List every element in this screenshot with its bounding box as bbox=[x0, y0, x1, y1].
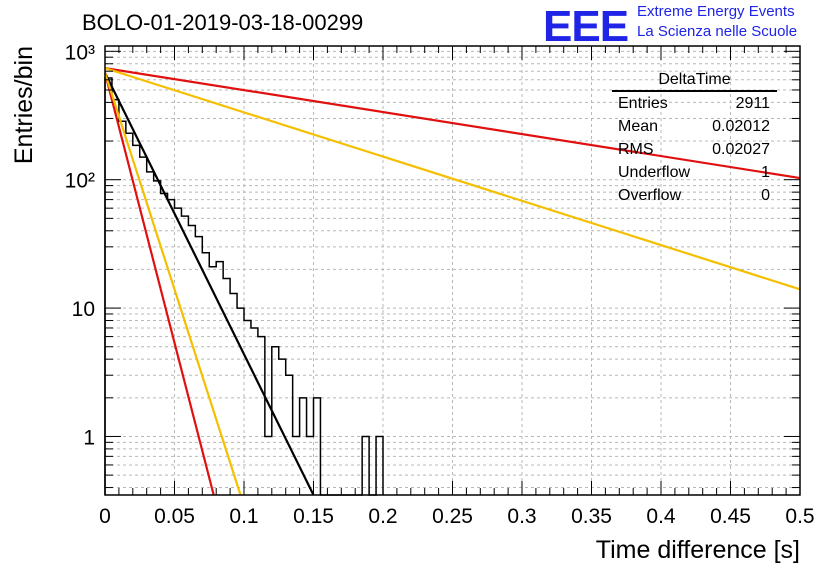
histogram-title: BOLO-01-2019-03-18-00299 bbox=[82, 10, 364, 35]
stats-row-entries: Entries 2911 bbox=[618, 92, 780, 115]
fit-curve bbox=[103, 72, 215, 496]
x-tick-label: 0.25 bbox=[432, 505, 473, 528]
x-tick-label: 0.1 bbox=[229, 505, 258, 528]
stats-value: 0.02027 bbox=[712, 141, 770, 158]
logo-line-2: La Scienza nelle Scuole bbox=[637, 23, 798, 40]
fit-curve bbox=[104, 72, 315, 496]
eee-logo: EEE bbox=[543, 2, 629, 51]
x-tick-label: 0.2 bbox=[368, 505, 397, 528]
stats-label: Underflow bbox=[618, 164, 691, 181]
stats-label: Overflow bbox=[618, 187, 682, 204]
stats-label: RMS bbox=[618, 141, 654, 158]
stats-value: 0 bbox=[761, 187, 770, 204]
stats-value: 0.02012 bbox=[712, 118, 770, 135]
stats-box: DeltaTime Entries 2911 Mean 0.02012 RMS … bbox=[610, 70, 780, 207]
stats-value: 1 bbox=[761, 164, 770, 181]
x-axis-label: Time difference [s] bbox=[596, 536, 800, 564]
x-tick-label: 0.5 bbox=[785, 505, 814, 528]
y-tick-label: 10³ bbox=[65, 41, 95, 64]
stats-label: Entries bbox=[618, 95, 668, 112]
logo-line-1: Extreme Energy Events bbox=[637, 3, 795, 20]
stats-row-overflow: Overflow 0 bbox=[618, 184, 780, 207]
y-tick-label: 10² bbox=[65, 170, 95, 193]
stats-row-mean: Mean 0.02012 bbox=[618, 115, 780, 138]
stats-row-rms: RMS 0.02027 bbox=[618, 138, 780, 161]
fit-curve bbox=[103, 72, 242, 496]
x-tick-label: 0.05 bbox=[154, 505, 195, 528]
x-tick-label: 0.35 bbox=[571, 505, 612, 528]
y-tick-label: 10 bbox=[72, 298, 95, 321]
stats-value: 2911 bbox=[735, 95, 770, 112]
y-tick-label: 1 bbox=[83, 426, 95, 449]
axes: 0 0.05 0.1 0.15 0.2 0.25 0.3 0.35 0.4 0.45 0.51101… bbox=[65, 41, 815, 528]
y-axis-label: Entries/bin bbox=[10, 46, 38, 164]
stats-label: Mean bbox=[618, 118, 659, 135]
fit-curve bbox=[104, 67, 801, 291]
x-tick-label: 0 bbox=[99, 505, 111, 528]
stats-title: DeltaTime bbox=[612, 70, 777, 92]
fit-curve bbox=[104, 67, 801, 180]
x-tick-label: 0.4 bbox=[646, 505, 676, 528]
plot-area bbox=[103, 67, 801, 496]
stats-row-underflow: Underflow 1 bbox=[618, 161, 780, 184]
x-tick-label: 0.45 bbox=[710, 505, 751, 528]
x-tick-label: 0.15 bbox=[293, 505, 334, 528]
x-tick-label: 0.3 bbox=[507, 505, 536, 528]
